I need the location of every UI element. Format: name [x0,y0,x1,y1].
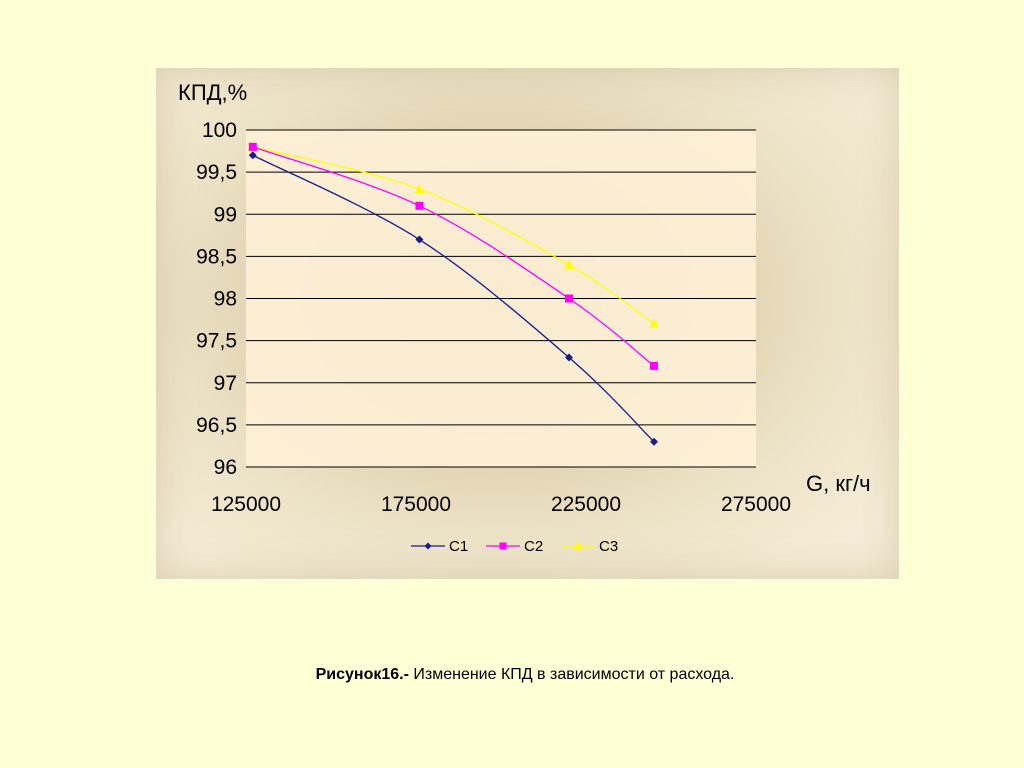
x-tick-label: 275000 [721,493,791,516]
y-tick-label: 100 [202,119,237,142]
y-tick-label: 97,5 [196,330,237,353]
data-point [649,318,659,328]
data-point [565,353,573,362]
data-point [565,294,573,303]
series-line [252,154,655,443]
gridlines [246,129,756,468]
chart-panel: 100 99,5 99 98,5 98 97,5 97 96,5 96 125000 175000 2… [156,68,899,579]
y-tick-label: 97 [214,372,237,395]
series-line [252,146,655,367]
data-point [415,201,424,210]
legend: С1 С2 С3 [411,538,618,555]
tick-labels: 100 99,5 99 98,5 98 97,5 97 96,5 96 125000 175000 2… [196,119,791,516]
data-point [564,259,574,269]
y-tick-label: 96 [214,456,237,479]
data-point [424,542,432,550]
data-point [414,183,425,193]
y-tick-label: 96,5 [196,414,237,437]
caption-label: Рисунок16.- [315,666,409,683]
line-chart: 100 99,5 99 98,5 98 97,5 97 96,5 96 125000 175000 2… [178,80,871,555]
data-point [415,235,424,244]
legend-label: С3 [599,538,618,555]
x-tick-label: 225000 [551,493,621,516]
y-tick-label: 98 [214,288,237,311]
legend-label: С2 [524,538,543,555]
caption-text: Изменение КПД в зависимости от расхода. [408,666,735,683]
x-tick-label: 125000 [211,493,281,516]
y-tick-label: 99 [214,203,237,226]
data-point [499,542,507,550]
data-point [248,151,257,160]
legend-label: С1 [449,538,468,555]
x-tick-label: 175000 [381,493,451,516]
figure-caption: Рисунок16.- Изменение КПД в зависимости … [0,666,1024,684]
data-point [650,437,658,446]
data-point [573,541,583,550]
y-tick-label: 98,5 [196,245,237,268]
x-axis-title: G, кг/ч [806,471,871,496]
series-line [252,146,655,325]
y-axis-title: КПД,% [178,80,247,105]
data-point [650,361,658,370]
data-point [248,142,257,151]
y-tick-label: 99,5 [196,161,237,184]
series-layer [247,141,659,446]
